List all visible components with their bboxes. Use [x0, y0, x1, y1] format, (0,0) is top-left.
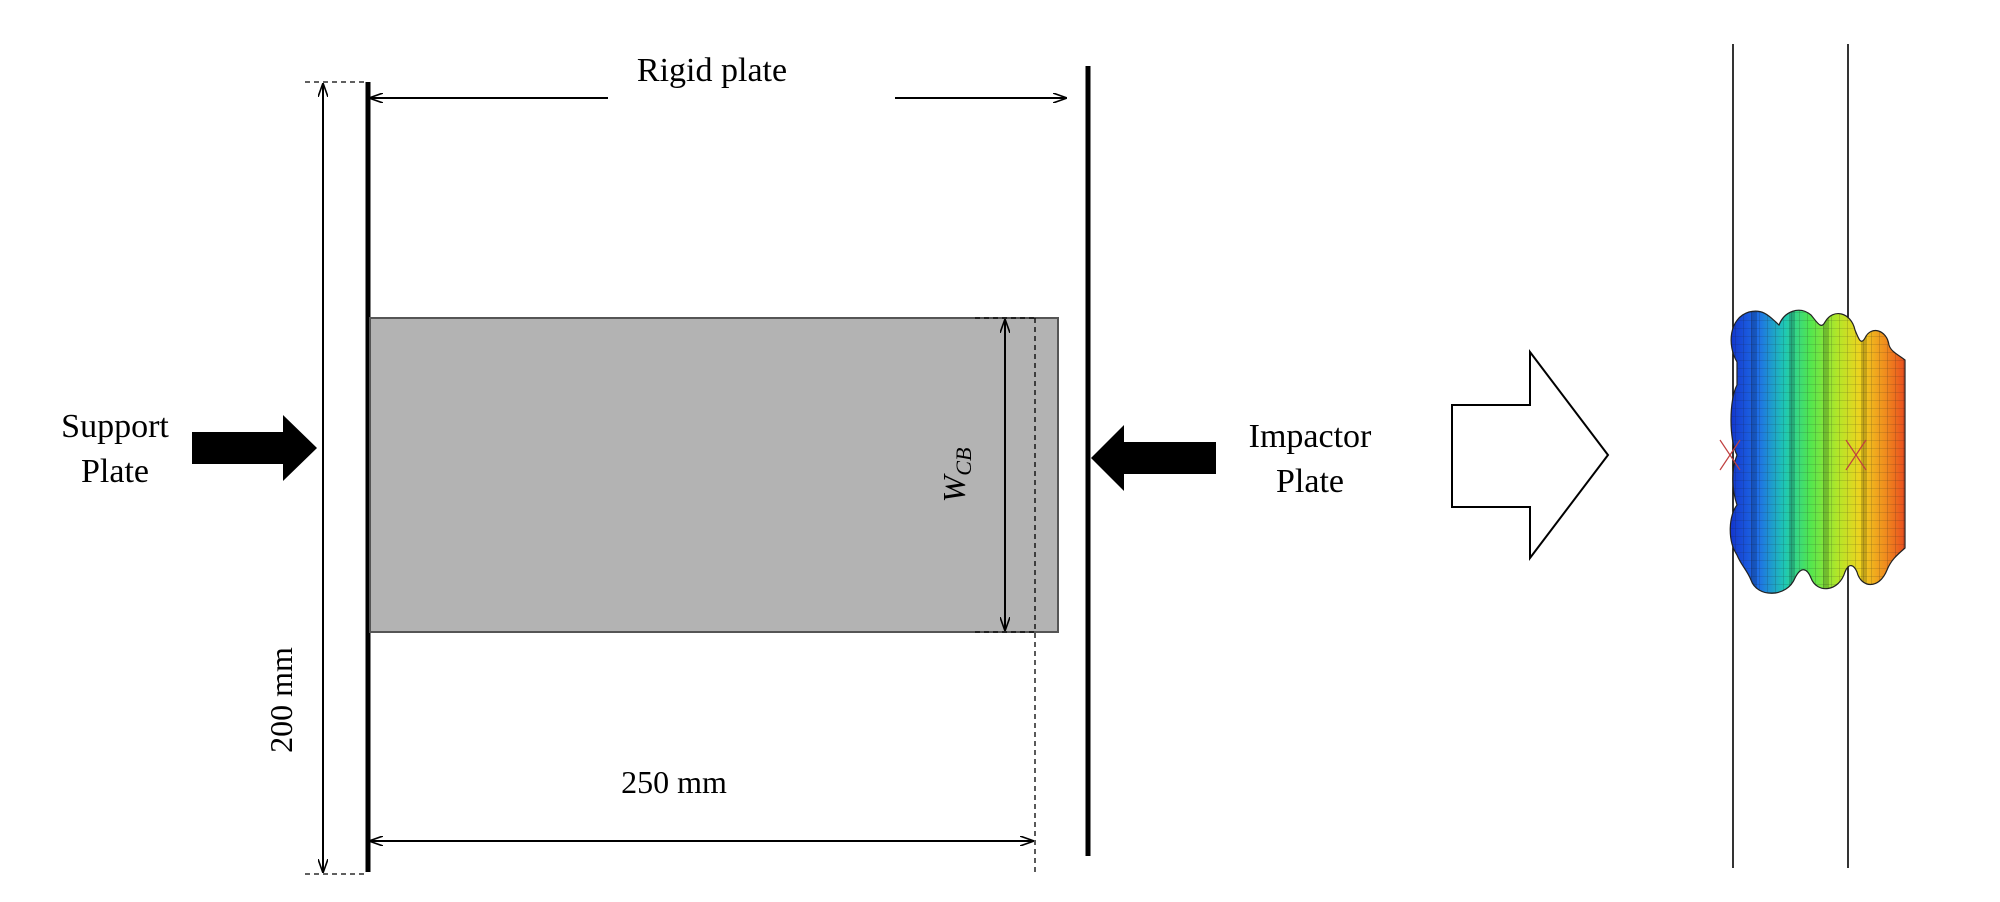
support-force-arrow — [192, 415, 317, 481]
width-symbol: W — [936, 472, 972, 502]
impactor-plate-label-line2: Plate — [1276, 463, 1344, 500]
rigid-plate-label: Rigid plate — [637, 52, 787, 89]
result-transition-arrow — [1451, 349, 1610, 561]
impactor-force-arrow — [1091, 425, 1216, 491]
support-plate-label-line1: Support — [61, 408, 169, 445]
impactor-plate-label-line1: Impactor — [1249, 418, 1372, 455]
reference-marker-right — [1845, 439, 1867, 471]
deformed-crash-box — [1729, 309, 1906, 594]
support-plate-label-line2: Plate — [81, 453, 149, 490]
length-dimension-label: 250 mm — [621, 764, 727, 800]
reference-marker-left — [1719, 439, 1741, 471]
width-dimension-label: WCB — [936, 448, 976, 503]
height-dimension-label: 200 mm — [263, 647, 299, 753]
width-subscript: CB — [951, 448, 976, 476]
crash-box-specimen — [369, 317, 1059, 633]
